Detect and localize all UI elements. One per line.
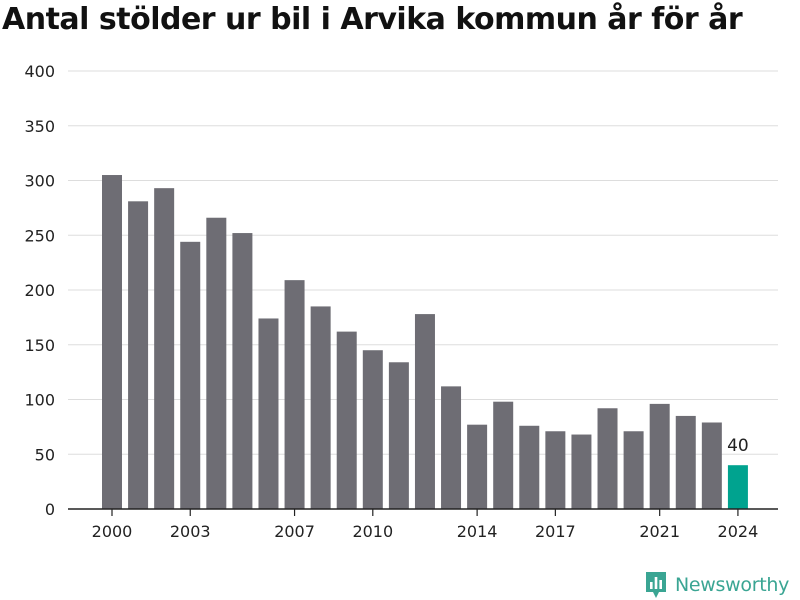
bar-2011[interactable]: [388, 362, 409, 509]
brand-name: Newsworthy: [675, 574, 790, 596]
bar-2018[interactable]: [571, 434, 592, 509]
y-tick-label: 250: [24, 226, 55, 245]
bar-2014[interactable]: [467, 424, 488, 509]
newsworthy-icon: [646, 572, 666, 598]
bar-2003[interactable]: [180, 241, 201, 509]
x-tick-label: 2000: [92, 522, 133, 541]
bar-2012[interactable]: [414, 314, 435, 509]
x-tick-label: 2010: [352, 522, 393, 541]
y-tick-label: 50: [35, 445, 55, 464]
bar-2024[interactable]: [727, 465, 748, 509]
x-tick-label: 2007: [274, 522, 315, 541]
y-tick-label: 150: [24, 336, 55, 355]
bar-2021[interactable]: [649, 403, 670, 509]
x-tick-label: 2003: [170, 522, 211, 541]
data-label-2024: 40: [727, 436, 749, 456]
bar-2017[interactable]: [545, 431, 566, 509]
y-tick-label: 350: [24, 117, 55, 136]
bar-2015[interactable]: [493, 401, 514, 509]
x-tick-label: 2024: [718, 522, 759, 541]
y-tick-label: 400: [24, 62, 55, 81]
bar-2022[interactable]: [675, 415, 696, 509]
bar-2009[interactable]: [336, 331, 357, 509]
x-axis: 2000 2003 2007 2010 2014 2017 2021 2024: [68, 508, 778, 541]
bar-2004[interactable]: [206, 217, 227, 510]
bar-2023[interactable]: [701, 422, 722, 509]
bar-2019[interactable]: [597, 408, 618, 509]
y-axis-ticks: 0 50 100 150 200 250 300 350 400: [24, 62, 55, 519]
x-tick-label: 2017: [535, 522, 576, 541]
bar-2002[interactable]: [154, 188, 175, 510]
data-labels: 40: [727, 436, 749, 456]
y-tick-label: 200: [24, 281, 55, 300]
bar-2007[interactable]: [284, 280, 305, 509]
bar-2001[interactable]: [128, 201, 149, 509]
newsworthy-logo[interactable]: Newsworthy: [644, 570, 789, 600]
y-tick-label: 300: [24, 172, 55, 191]
bar-2016[interactable]: [519, 425, 540, 509]
bar-2020[interactable]: [623, 431, 644, 509]
bar-2013[interactable]: [441, 386, 462, 509]
bar-2005[interactable]: [232, 233, 253, 509]
chart-title: Antal stölder ur bil i Arvika kommun år …: [2, 2, 743, 37]
bars: [102, 175, 748, 510]
bar-2010[interactable]: [362, 350, 383, 509]
y-tick-label: 100: [24, 391, 55, 410]
x-tick-label: 2014: [457, 522, 498, 541]
y-tick-label: 0: [45, 500, 55, 519]
x-tick-label: 2021: [639, 522, 680, 541]
bar-2006[interactable]: [258, 318, 279, 509]
bar-2000[interactable]: [102, 175, 122, 509]
bar-2008[interactable]: [310, 306, 331, 509]
